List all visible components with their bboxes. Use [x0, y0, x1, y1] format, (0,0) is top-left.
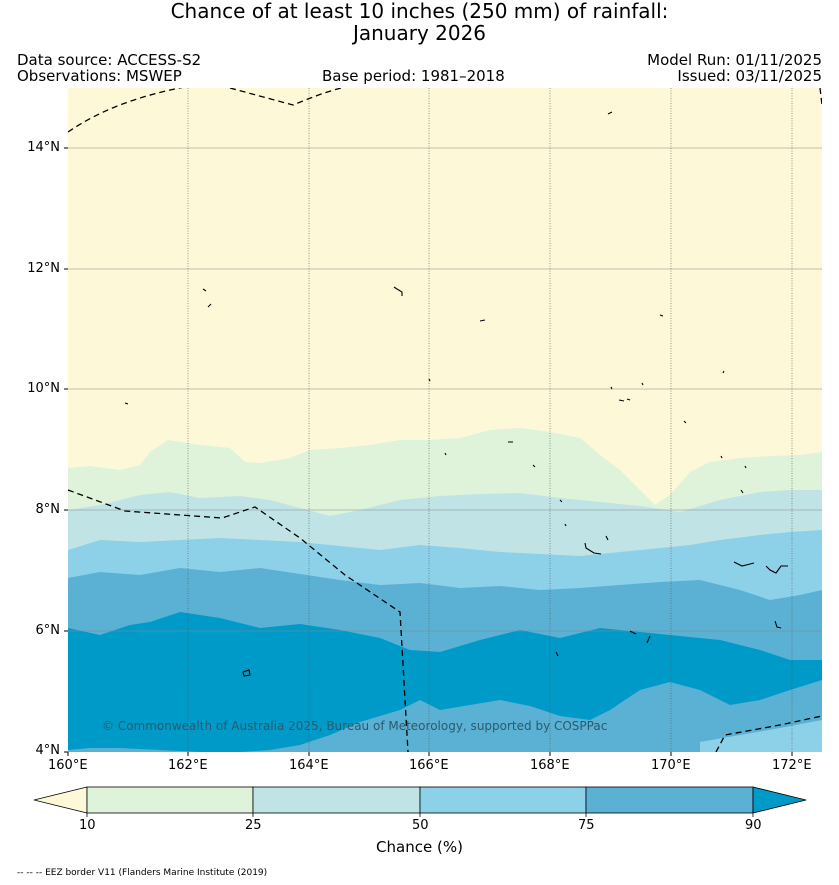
- tick-marks: [64, 147, 793, 756]
- eez-legend-note: -- -- -- EEZ border V11 (Flanders Marine…: [17, 868, 268, 878]
- colorbar-segment-75-90: [585, 786, 754, 814]
- colorbar-tick-50: 50: [412, 818, 429, 833]
- colorbar-label: Chance (%): [376, 838, 463, 856]
- island-outlines: [124, 111, 788, 677]
- colorbar-tick-10: 10: [79, 818, 96, 833]
- lon-label-166e: 166°E: [409, 758, 449, 773]
- data-source: Data source: ACCESS-S2: [17, 51, 202, 69]
- meridians: [187, 88, 793, 752]
- observations: Observations: MSWEP: [17, 67, 182, 85]
- issued-date: Issued: 03/11/2025: [677, 67, 822, 85]
- lon-label-172e: 172°E: [772, 758, 812, 773]
- lat-label-10n: 10°N: [27, 381, 60, 396]
- lon-label-160e: 160°E: [48, 758, 88, 773]
- lat-label-4n: 4°N: [35, 743, 61, 758]
- colorbar: [33, 786, 807, 817]
- chart-title-line2: January 2026: [352, 21, 487, 45]
- lon-label-164e: 164°E: [289, 758, 329, 773]
- lon-label-170e: 170°E: [651, 758, 691, 773]
- colorbar-segment-10-25: [86, 786, 254, 814]
- chart-title-line1: Chance of at least 10 inches (250 mm) of…: [170, 0, 669, 23]
- lat-label-14n: 14°N: [27, 140, 60, 155]
- lon-label-168e: 168°E: [530, 758, 570, 773]
- colorbar-tick-25: 25: [245, 818, 262, 833]
- band-50-75-edge: [700, 720, 822, 752]
- model-run: Model Run: 01/11/2025: [647, 51, 822, 69]
- colorbar-tick-90: 90: [745, 818, 762, 833]
- colorbar-segment-50-75: [419, 786, 587, 814]
- lon-label-162e: 162°E: [168, 758, 208, 773]
- lat-label-6n: 6°N: [35, 623, 61, 638]
- eez-borders: [68, 88, 822, 752]
- lat-label-12n: 12°N: [27, 261, 60, 276]
- colorbar-segment-25-50: [252, 786, 421, 814]
- colorbar-low-extend: [33, 786, 88, 814]
- copyright-notice: © Commonwealth of Australia 2025, Bureau…: [102, 719, 608, 733]
- colorbar-high-extend: [752, 786, 807, 814]
- lat-label-8n: 8°N: [35, 502, 61, 517]
- colorbar-tick-75: 75: [578, 818, 595, 833]
- gridlines: [68, 147, 822, 632]
- base-period: Base period: 1981–2018: [322, 67, 505, 85]
- band-above-90: [68, 612, 822, 752]
